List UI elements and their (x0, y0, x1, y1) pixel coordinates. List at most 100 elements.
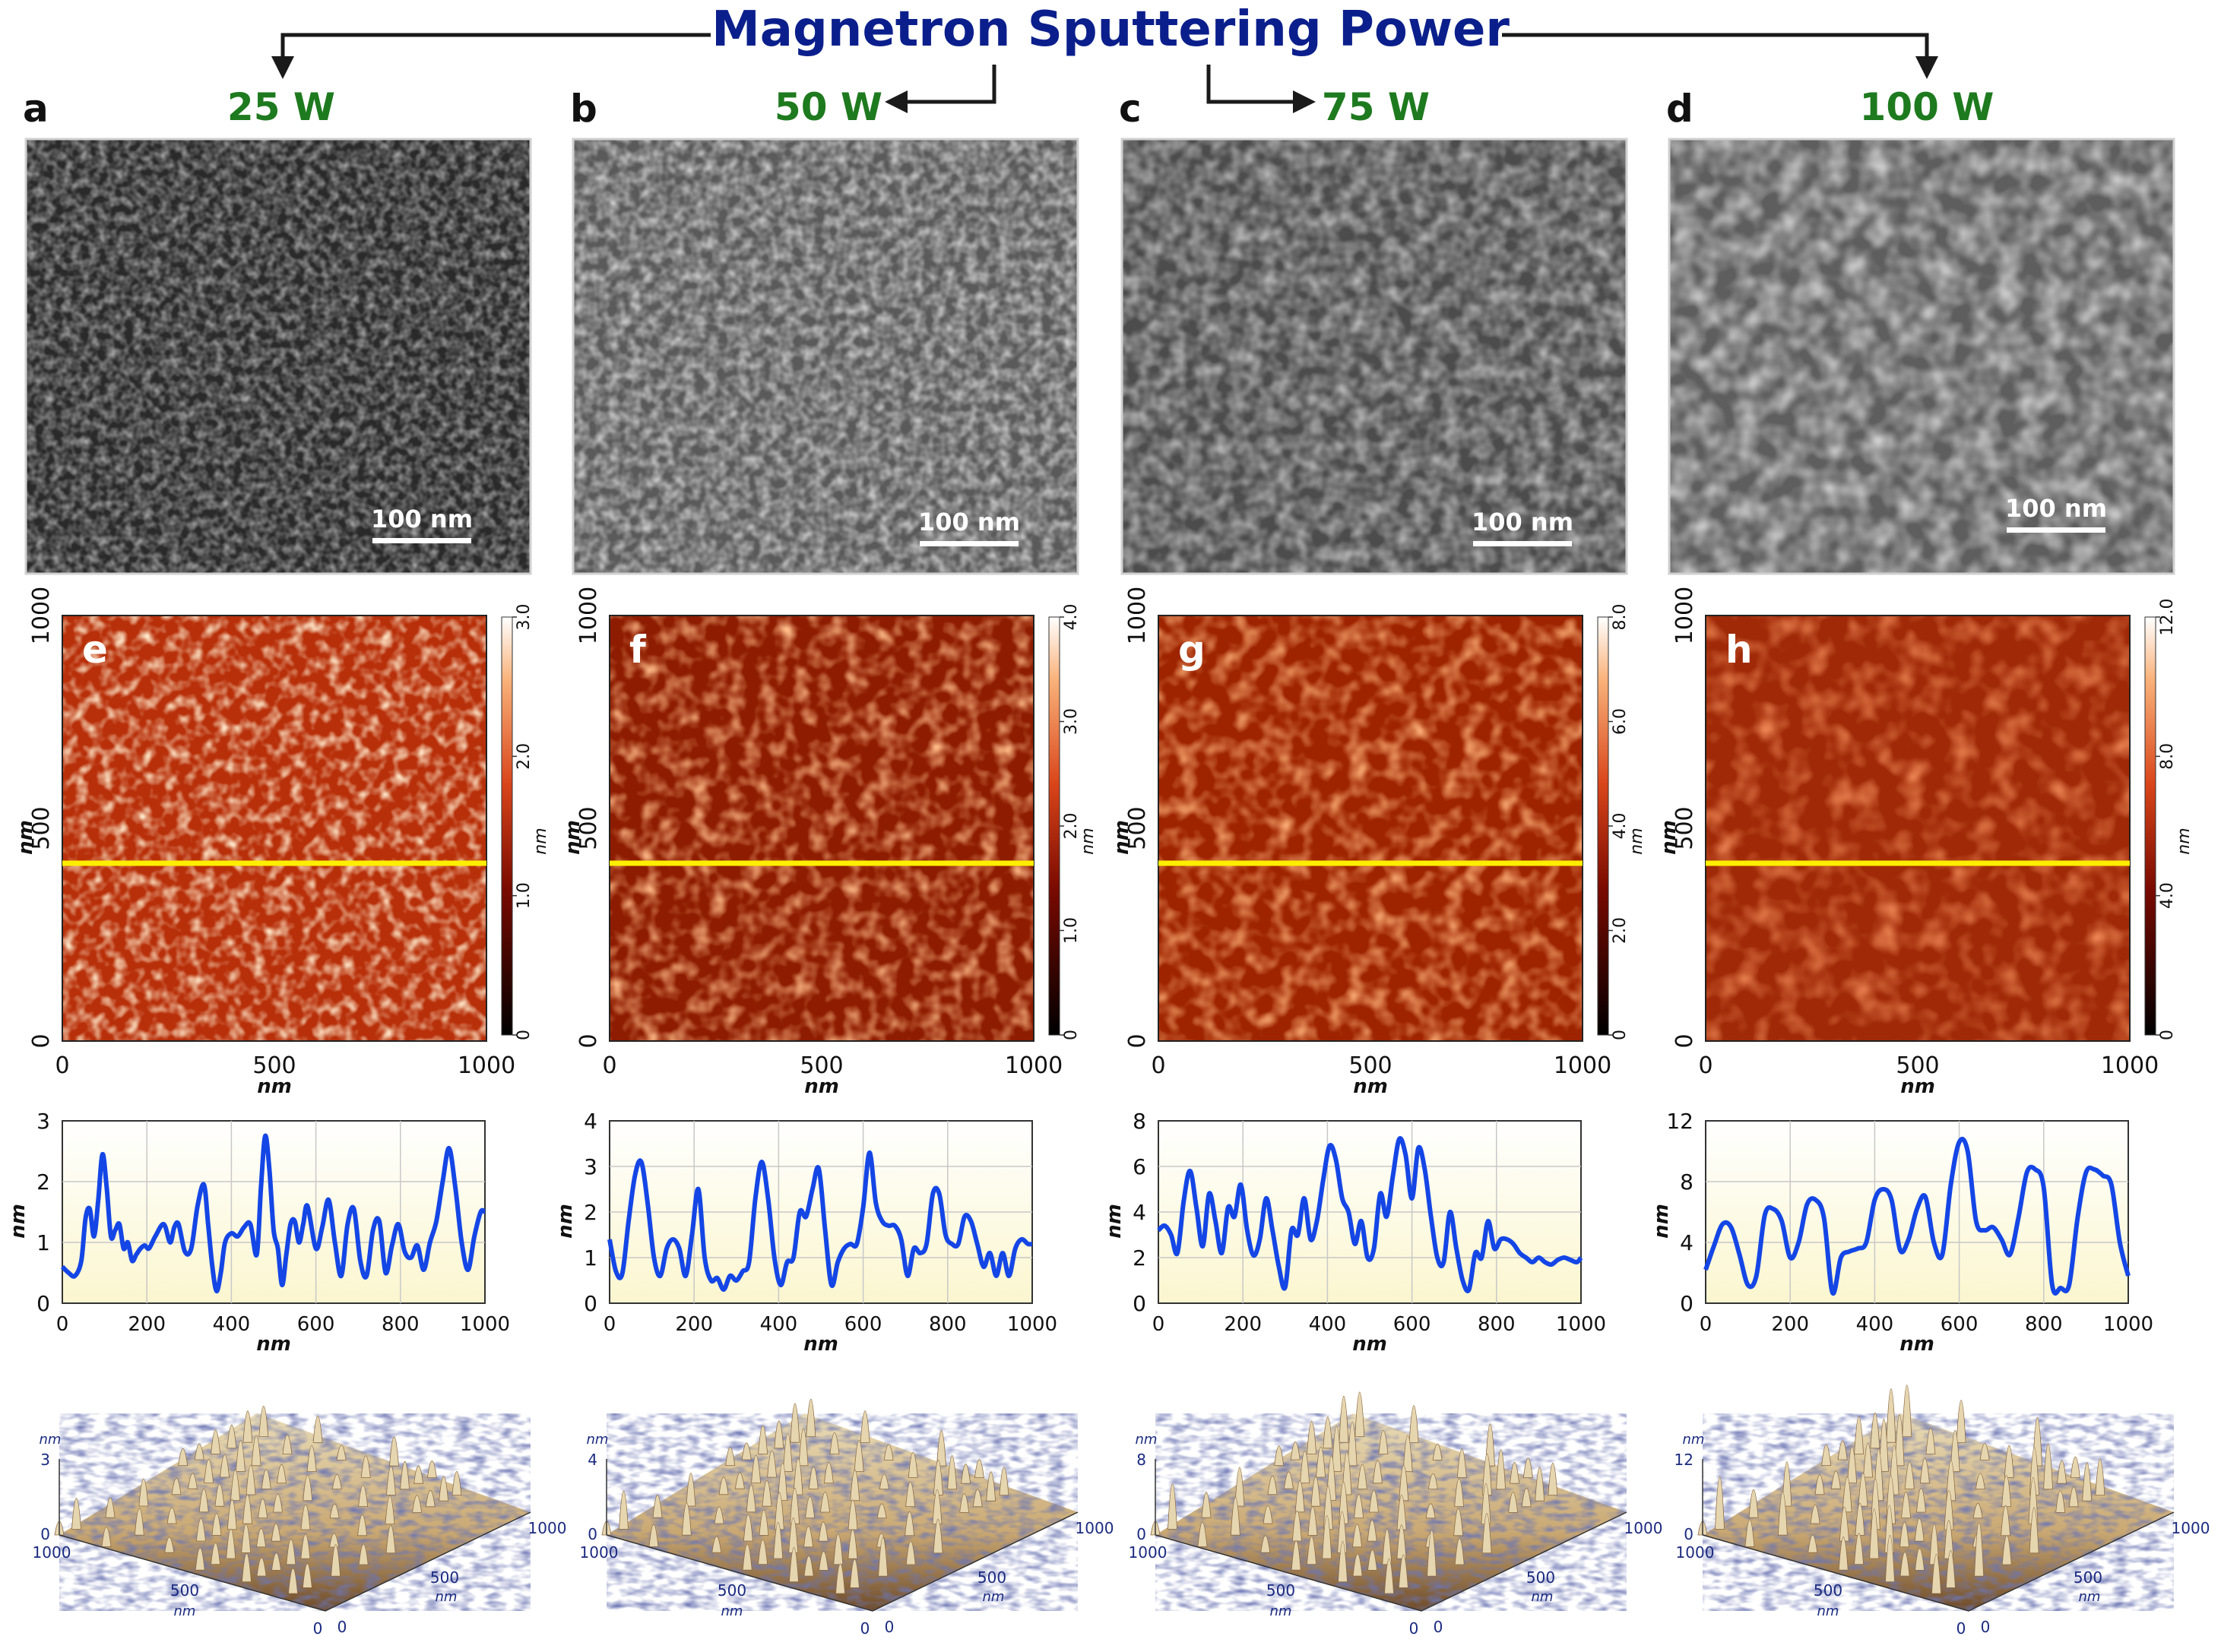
surface-peak (425, 1489, 436, 1508)
surface-peak (652, 1494, 663, 1518)
surface-peak (773, 1521, 784, 1559)
surface-peak (876, 1503, 887, 1519)
surface-peak (820, 1492, 830, 1513)
afm-frame (62, 615, 487, 1042)
surface-peak (1821, 1445, 1832, 1466)
surface-peak (2082, 1462, 2093, 1502)
colorbar-tick: 1.0 (515, 882, 534, 909)
surface-peak (288, 1568, 298, 1594)
afm-y-tick: 1000 (1124, 587, 1151, 644)
surface-peak (805, 1496, 816, 1518)
afm-y-label: nm (1658, 820, 1681, 855)
panel-letter-g: g (1178, 628, 1206, 672)
surface-peak (1915, 1548, 1925, 1571)
profile-x-tick: 0 (1700, 1313, 1712, 1336)
surface-peak (1291, 1510, 1302, 1542)
surface-peak (905, 1540, 916, 1565)
surface-peak (933, 1459, 943, 1495)
surface-peak (286, 1538, 296, 1565)
surface-peak (258, 1499, 268, 1518)
surface-peak (236, 1440, 246, 1472)
arrow-to-25w (271, 33, 711, 79)
profile-y-tick: 1 (36, 1230, 50, 1255)
profile-y-tick: 3 (584, 1154, 597, 1179)
profile-x-tick: 800 (382, 1313, 420, 1336)
surface-peak (746, 1484, 756, 1513)
surface-peak (1432, 1443, 1443, 1461)
surface-peak (246, 1464, 256, 1495)
sem-grain-texture (573, 139, 1078, 574)
surface-peak (961, 1464, 971, 1484)
surface-peak (71, 1498, 81, 1530)
profile-x-tick: 400 (1856, 1313, 1894, 1336)
surface-peak (1858, 1473, 1868, 1507)
profile-x-tick: 400 (760, 1313, 798, 1336)
surface-axis-a-tick: 1000 (1129, 1543, 1168, 1562)
surface-peak (725, 1447, 736, 1466)
surface-peak (306, 1445, 317, 1472)
surface-peak (1354, 1391, 1365, 1437)
surface-axis-frame (59, 1511, 531, 1612)
power-label: 75 W (1322, 85, 1430, 129)
profile-y-label: nm (7, 1204, 30, 1239)
colorbar (2144, 616, 2156, 1036)
afm-y-tick: 0 (1671, 1033, 1698, 1048)
surface-peak (829, 1432, 840, 1454)
surface-peak (648, 1524, 659, 1547)
surface-peak (1372, 1460, 1383, 1484)
surface-peak (758, 1425, 768, 1454)
surface-peak (751, 1454, 762, 1483)
arrow-to-100w (1502, 33, 1938, 79)
surface-peak (2057, 1460, 2067, 1484)
profile-x-tick: 400 (213, 1313, 251, 1336)
surface-peak (1886, 1388, 1896, 1443)
surface-peak (619, 1490, 629, 1530)
panel-letter-a: a (23, 87, 49, 131)
surface-peak (204, 1459, 214, 1483)
afm-x-tick: 0 (1698, 1052, 1712, 1079)
scale-bar (1473, 541, 1572, 546)
surface-peak (211, 1429, 221, 1454)
afm-frame (609, 615, 1034, 1042)
surface-peak (300, 1504, 311, 1530)
surface-peak (227, 1499, 237, 1530)
surface-peak (1842, 1476, 1852, 1513)
surface-peak (686, 1473, 696, 1507)
surface-peak (1453, 1508, 1464, 1536)
profile-x-tick: 800 (929, 1313, 967, 1336)
sem-frame (572, 138, 1079, 575)
surface-peak (1744, 1519, 1755, 1547)
surface-peak (2001, 1505, 2011, 1536)
surface-peak (999, 1467, 1009, 1495)
surface-peak (230, 1470, 241, 1501)
surface-peak (936, 1429, 946, 1467)
surface-axis-b-tick: 1000 (528, 1519, 567, 1537)
surface-peak (883, 1444, 894, 1461)
surface-peak (1814, 1474, 1825, 1495)
surface-peak (1870, 1413, 1880, 1449)
surface-peak (974, 1459, 984, 1478)
surface-peak (774, 1420, 784, 1449)
surface-axis-a-tick: 0 (1409, 1619, 1419, 1638)
surface-axis-b-tick: 0 (885, 1618, 895, 1636)
surface-axis-a-label: nm (174, 1603, 196, 1619)
surface-z-zero: 0 (1136, 1525, 1146, 1543)
surface-peak (138, 1478, 149, 1507)
colorbar-label: nm (531, 828, 550, 854)
colorbar-label: nm (1079, 828, 1098, 854)
surface-peak (835, 1563, 845, 1594)
surface-axis-b-tick: 0 (337, 1618, 347, 1636)
surface-peak (778, 1462, 788, 1501)
surface-peak (849, 1559, 860, 1588)
power-label: 25 W (227, 85, 335, 129)
surface-peak (360, 1455, 371, 1478)
surface-axis-b-tick: 1000 (1076, 1519, 1114, 1537)
profile-y-tick: 3 (36, 1109, 50, 1134)
colorbar-tick: 2.0 (1611, 917, 1630, 944)
surface-peak (711, 1536, 722, 1553)
surface-peak (451, 1471, 462, 1495)
surface-peak (790, 1487, 800, 1524)
profile-x-tick: 1000 (2103, 1313, 2153, 1336)
surface-axis-a-tick: 1000 (580, 1543, 619, 1562)
sem-frame (1668, 138, 2175, 575)
